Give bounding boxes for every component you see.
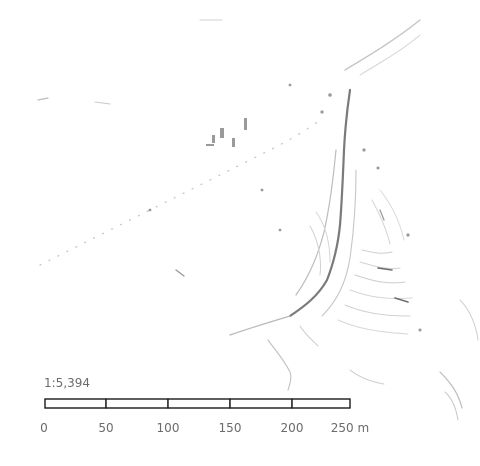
building-mark bbox=[244, 118, 247, 130]
scale-bar-segment bbox=[229, 398, 293, 409]
terrain-arc bbox=[439, 371, 463, 409]
contour-line bbox=[337, 319, 409, 335]
point-mark bbox=[260, 188, 264, 192]
point-mark bbox=[278, 228, 282, 232]
building-mark bbox=[206, 144, 214, 146]
main-channel bbox=[288, 88, 352, 318]
scale-bar bbox=[44, 398, 351, 409]
scale-bar-segment bbox=[44, 398, 107, 409]
terrain-arc bbox=[459, 299, 479, 341]
map-features bbox=[37, 19, 479, 421]
contour-line bbox=[354, 274, 406, 284]
point-mark bbox=[418, 328, 422, 332]
contour-line bbox=[371, 199, 391, 245]
terrain-line bbox=[309, 225, 321, 276]
faint-dash bbox=[377, 267, 393, 271]
terrain-line bbox=[267, 339, 292, 391]
faint-dash bbox=[37, 97, 49, 101]
building-marks bbox=[148, 83, 422, 332]
faint-dash bbox=[94, 101, 111, 105]
building-mark bbox=[212, 135, 215, 143]
point-mark bbox=[362, 148, 366, 152]
terrain-arc bbox=[444, 391, 459, 421]
point-mark bbox=[288, 83, 292, 87]
faint-dash bbox=[175, 269, 185, 277]
scale-tick-label-250: 250 m bbox=[331, 421, 369, 435]
main-channel-bank-left bbox=[295, 149, 337, 296]
point-mark bbox=[148, 208, 152, 212]
scale-tick-label-150: 150 bbox=[219, 421, 242, 435]
faint-dash bbox=[394, 297, 409, 303]
contour-line bbox=[349, 289, 413, 299]
scale-bar-segment bbox=[291, 398, 351, 409]
terrain-line bbox=[299, 325, 319, 347]
faint-dash bbox=[379, 209, 385, 221]
scale-tick-label-50: 50 bbox=[98, 421, 113, 435]
contour-line bbox=[361, 249, 393, 254]
point-mark bbox=[328, 93, 332, 97]
contour-line bbox=[344, 304, 411, 317]
building-mark bbox=[232, 138, 235, 147]
road-line-northeast bbox=[344, 19, 421, 71]
scale-tick-label-0: 0 bbox=[40, 421, 48, 435]
scale-ratio-label: 1:5,394 bbox=[44, 376, 90, 390]
terrain-line bbox=[229, 315, 291, 336]
point-mark bbox=[376, 166, 380, 170]
contour-line bbox=[379, 189, 405, 241]
scale-tick-labels: 0 50 100 150 200 250 m bbox=[40, 421, 369, 435]
dotted-boundary bbox=[39, 119, 321, 266]
road-line-north-branch bbox=[359, 34, 421, 76]
scale-tick-label-200: 200 bbox=[281, 421, 304, 435]
contour-line bbox=[359, 261, 401, 269]
terrain-line bbox=[315, 211, 331, 263]
point-mark bbox=[406, 233, 410, 237]
main-channel-bank-right bbox=[321, 169, 357, 317]
point-mark bbox=[320, 110, 324, 114]
terrain-arc bbox=[349, 369, 385, 385]
scale-bar-segment bbox=[105, 398, 169, 409]
scale-bar-segment bbox=[167, 398, 231, 409]
scale-tick-label-100: 100 bbox=[157, 421, 180, 435]
building-mark bbox=[220, 128, 224, 138]
